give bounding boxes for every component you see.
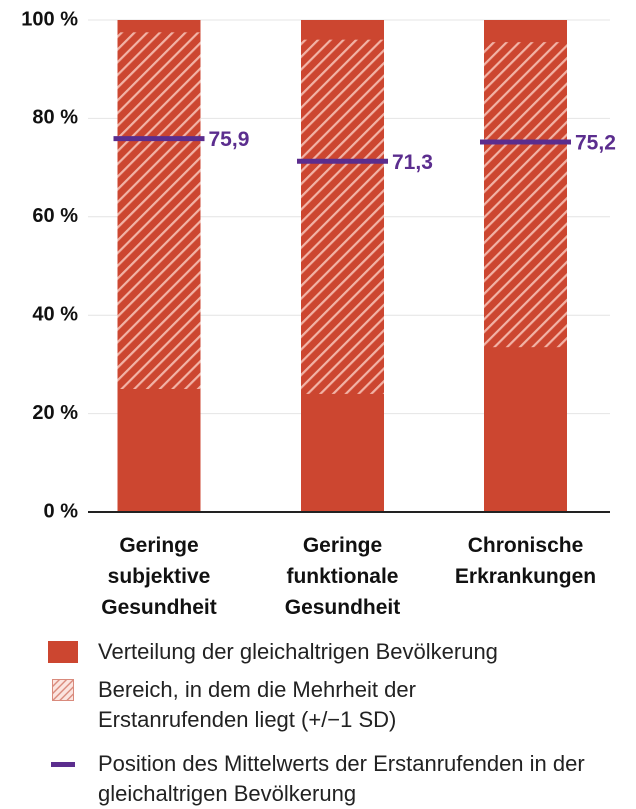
y-tick-label: 80 % [32, 107, 78, 129]
legend-label: Bereich, in dem die Mehrheit der Erstanr… [98, 677, 416, 732]
range-band [301, 39, 384, 394]
y-tick-label: 100 % [21, 8, 78, 30]
data-label: 71,3 [392, 151, 433, 174]
legend-label: Verteilung der gleichaltrigen Bevölkerun… [98, 639, 498, 664]
x-tick-label: Geringe funktionale Gesundheit [285, 534, 401, 619]
x-tick-label: Geringe subjektive Gesundheit [101, 534, 217, 619]
legend-label: Position des Mittelwerts der Erstanrufen… [98, 751, 585, 806]
chart: 0 % 20 % 40 % 60 % 80 % 100 % 75,9 Geringe subje… [21, 8, 616, 619]
data-label: 75,2 [575, 132, 616, 155]
data-label: 75,9 [209, 128, 250, 151]
legend-swatch [48, 753, 78, 775]
y-tick-label: 0 % [44, 500, 79, 522]
y-tick-label: 40 % [32, 303, 78, 325]
legend-item: Bereich, in dem die Mehrheit der Erstanr… [48, 675, 518, 735]
x-tick-label: Chronische Erkrankungen [455, 534, 596, 588]
legend-item: Position des Mittelwerts der Erstanrufen… [48, 749, 636, 809]
range-band [117, 32, 201, 390]
legend-swatch [48, 641, 78, 663]
legend-swatch [48, 679, 78, 701]
range-band [484, 42, 567, 348]
legend-item: Verteilung der gleichaltrigen Bevölkerun… [48, 637, 618, 667]
y-tick-label: 60 % [32, 205, 78, 227]
y-tick-label: 20 % [32, 402, 78, 424]
